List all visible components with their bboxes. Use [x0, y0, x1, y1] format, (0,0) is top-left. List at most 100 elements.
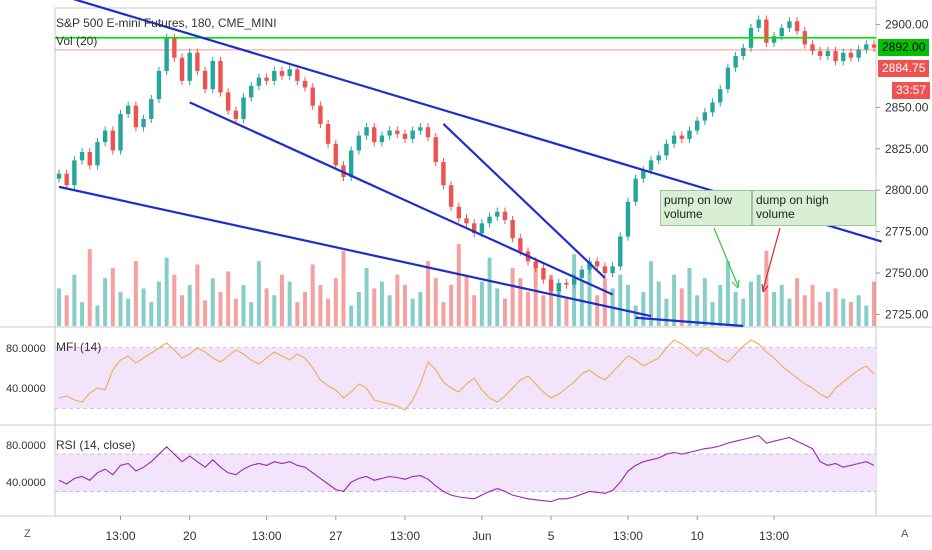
candle-body: [656, 155, 661, 161]
volume-bar: [126, 298, 131, 326]
candle-body: [841, 52, 846, 61]
candle-body: [310, 87, 315, 106]
volume-bar: [402, 285, 407, 326]
volume-legend[interactable]: Vol (20): [56, 34, 98, 48]
candle-body: [279, 70, 285, 76]
candle-body: [249, 85, 254, 98]
volume-bar: [241, 285, 246, 326]
candle-body: [102, 130, 108, 143]
time-tick-label-1: 20: [183, 529, 197, 543]
candle-body: [687, 130, 692, 139]
candle-body: [133, 105, 139, 128]
candle-body: [848, 52, 854, 58]
volume-bar: [649, 261, 654, 326]
candle-body: [471, 223, 477, 234]
volume-bar: [233, 298, 238, 326]
volume-bar: [810, 285, 815, 326]
axis-layer: 2725.00 2750.00 2775.00 2800.00 2825.00 2850.…: [6, 18, 929, 543]
volume-bar: [848, 302, 853, 326]
volume-bar: [249, 302, 254, 326]
candle-body: [141, 118, 146, 128]
rsi-tick-label-0: 40.0000: [6, 477, 46, 489]
volume-bar: [656, 281, 661, 326]
time-tick-label-3: 27: [329, 529, 343, 543]
candle-body: [333, 143, 338, 166]
candle-body: [625, 201, 631, 237]
volume-bar: [441, 302, 446, 326]
rsi-line: [58, 434, 875, 503]
candle-body: [302, 80, 308, 88]
rsi-band: [55, 454, 876, 492]
candle-body: [579, 269, 585, 278]
volume-bar: [549, 274, 554, 326]
volume-bar: [556, 285, 561, 326]
candle-body: [210, 61, 215, 90]
candle-body: [348, 150, 354, 177]
volume-bar: [818, 302, 823, 326]
volume-bar: [733, 291, 738, 326]
volume-bar: [141, 288, 146, 326]
volume-bar: [856, 295, 861, 326]
countdown-badge: 33:57: [892, 82, 931, 99]
candle-body: [264, 77, 269, 81]
volume-bar: [672, 274, 677, 326]
volume-bar: [218, 291, 223, 326]
candle-layer: [56, 15, 877, 296]
volume-bar: [756, 274, 761, 326]
candle-body: [817, 51, 823, 57]
log-scale-button[interactable]: Z: [24, 528, 31, 540]
volume-bar: [787, 298, 792, 326]
volume-bar: [72, 274, 77, 326]
annotation-dump[interactable]: dump on high volume: [752, 190, 876, 226]
rsi-legend[interactable]: RSI (14, close): [56, 438, 136, 452]
volume-bar: [57, 288, 61, 326]
candle-body: [587, 261, 592, 270]
volume-bar: [464, 274, 469, 326]
candle-body: [79, 152, 85, 161]
annotation-pump[interactable]: pump on low volume: [660, 190, 752, 226]
price-tick-label-3: 2800.00: [885, 183, 929, 197]
candle-body: [325, 123, 331, 144]
price-tick-label-4: 2825.00: [885, 142, 929, 156]
auto-scale-button[interactable]: A: [901, 528, 909, 540]
candle-body: [764, 19, 769, 43]
candle-body: [95, 142, 100, 166]
trendline-4: [635, 316, 744, 328]
time-tick-label-0: 13:00: [105, 529, 135, 543]
volume-bar: [748, 281, 753, 326]
volume-bar: [364, 267, 369, 326]
volume-bar: [256, 261, 261, 326]
volume-bar: [349, 305, 354, 326]
volume-bar: [695, 295, 700, 326]
volume-bar: [80, 302, 85, 326]
volume-bar: [180, 295, 185, 326]
candle-body: [487, 216, 492, 224]
volume-bar: [295, 302, 300, 326]
indicator-layer: [58, 339, 875, 503]
dump-arrow: [762, 227, 781, 291]
volume-bar: [825, 291, 830, 326]
candle-body: [856, 49, 861, 58]
volume-bar: [210, 278, 215, 326]
mfi-legend[interactable]: MFI (14): [56, 340, 102, 354]
volume-bar: [518, 278, 523, 326]
volume-bar: [833, 288, 838, 326]
candle-body: [810, 44, 815, 52]
volume-bar: [410, 298, 415, 326]
volume-bar: [618, 274, 623, 326]
candle-body: [664, 143, 669, 156]
volume-bar: [203, 300, 208, 326]
volume-layer: [57, 244, 876, 326]
volume-bar: [664, 298, 669, 326]
volume-bar: [802, 295, 807, 326]
candle-body: [110, 130, 116, 151]
candle-body: [425, 127, 431, 138]
volume-bar: [379, 281, 384, 326]
symbol-title[interactable]: S&P 500 E-mini Futures, 180, CME_MINI: [56, 16, 277, 30]
volume-bar: [702, 278, 707, 326]
current-price-badge: 2892.00: [878, 39, 930, 56]
volume-bar: [226, 271, 231, 326]
candle-body: [195, 52, 200, 71]
volume-bar: [641, 291, 646, 326]
